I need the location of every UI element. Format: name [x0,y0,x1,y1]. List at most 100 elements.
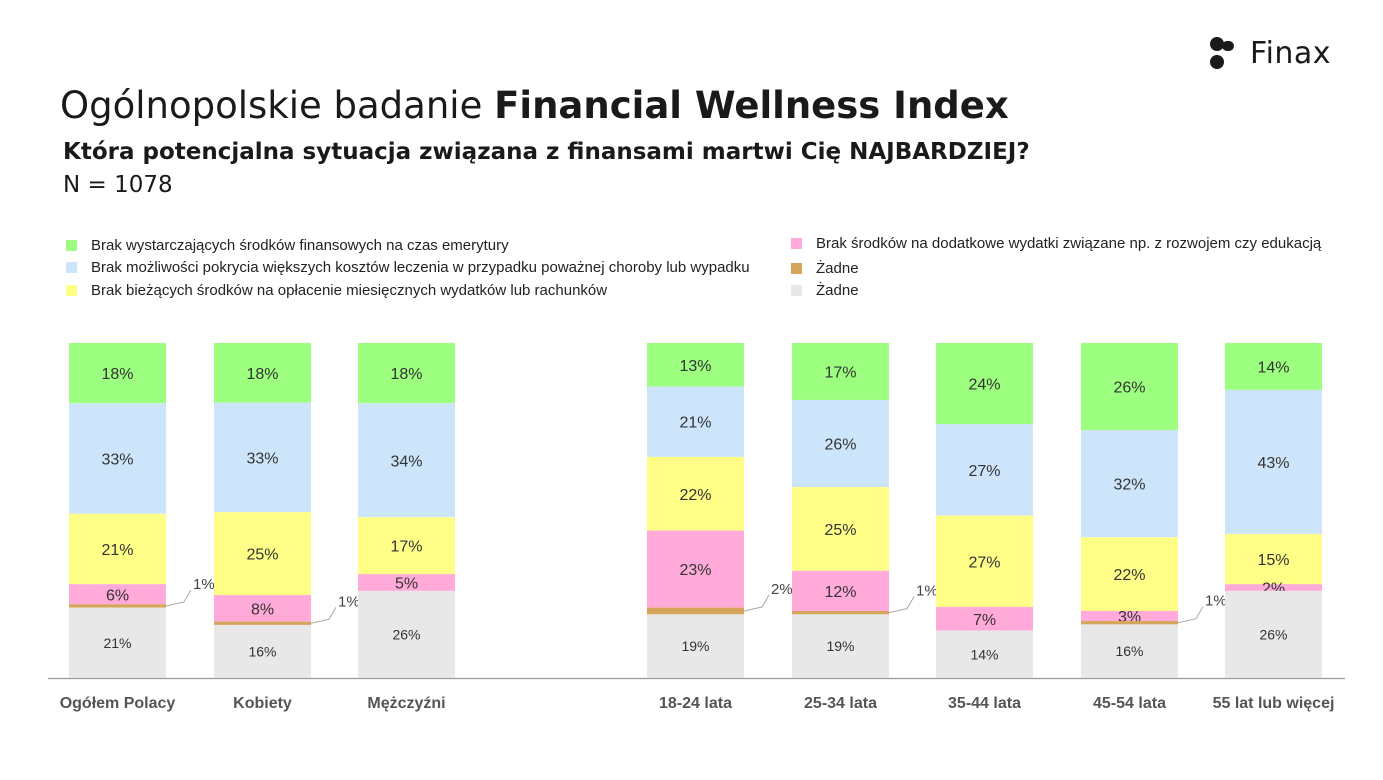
bar-segment [1225,533,1322,585]
bar-segment [1225,343,1322,390]
data-label: 25% [824,522,856,539]
data-label: 26% [1259,626,1287,642]
callout-leader-line [888,596,915,614]
bar-segment [358,590,455,678]
data-label: 16% [248,643,276,659]
data-label: 26% [1113,380,1145,397]
data-label: 5% [395,576,418,593]
bar-segment [358,517,455,575]
bar-segment [1081,430,1178,538]
bar-segment [1225,389,1322,534]
legend-item-education: Brak środków na dodatkowe wydatki związa… [791,235,1321,252]
data-label: 14% [1257,359,1289,376]
bar-segment [69,343,166,404]
data-label: 27% [968,554,1000,571]
bar-segment [214,402,311,513]
title-bold: Financial Wellness Index [494,84,1009,127]
data-label-callout: 1% [193,576,215,593]
bar-segment [1081,343,1178,431]
bar-segment [1081,537,1178,611]
bar-segment [214,621,311,625]
bar-segment [792,570,889,611]
legend-item-none-brown: Żadne [791,260,859,277]
data-label: 33% [101,452,133,469]
legend-swatch [791,263,802,274]
callout-leader-line [165,589,192,607]
data-label: 25% [246,547,278,564]
data-label: 43% [1257,455,1289,472]
legend-item-retirement: Brak wystarczających środków finansowych… [66,237,509,254]
sample-size: N = 1078 [63,172,173,198]
bar-segment [936,606,1033,631]
data-label: 26% [824,437,856,454]
title-plain: Ogólnopolskie badanie [60,84,495,127]
bar-segment [1081,624,1178,678]
bar-segment [792,487,889,571]
legend-label: Żadne [816,282,859,299]
data-label: 18% [101,366,133,383]
category-label: 45-54 lata [1093,695,1166,712]
data-label: 8% [251,601,274,618]
bar-segment [647,343,744,387]
data-label-callout: 1% [1205,593,1227,610]
category-label: Kobiety [233,695,292,712]
legend-swatch [791,238,802,249]
bar-segment [69,604,166,608]
finax-logo: Finax [1208,34,1331,72]
data-label: 19% [826,638,854,654]
bar-segment [792,611,889,615]
category-label: 35-44 lata [948,695,1021,712]
bar-segment [358,574,455,591]
category-label: 25-34 lata [804,695,877,712]
survey-question: Która potencjalna sytuacja związana z fi… [63,139,1030,165]
bar-segment [69,607,166,678]
legend-label: Brak możliwości pokrycia większych koszt… [91,259,750,276]
bar-segment [647,614,744,678]
bar-segment [936,515,1033,607]
data-label: 26% [392,626,420,642]
logo-text: Finax [1250,35,1332,71]
data-label: 17% [390,539,422,556]
bar-segment [358,403,455,518]
legend-swatch [66,285,77,296]
bar-segment [792,614,889,678]
data-label: 14% [970,646,998,662]
data-label: 19% [681,638,709,654]
bar-segment [214,343,311,403]
data-label-callout: 1% [916,583,938,600]
data-label: 6% [106,587,129,604]
bar-segment [1081,611,1178,622]
bar-segment [647,607,744,615]
bar-segment [214,624,311,678]
legend-label: Żadne [816,260,859,277]
data-label: 15% [1257,552,1289,569]
data-label: 12% [824,584,856,601]
legend-label: Brak środków na dodatkowe wydatki związa… [816,235,1322,252]
data-label: 22% [1113,567,1145,584]
bar-segment [792,343,889,400]
bar-segment [936,630,1033,678]
legend-label: Brak bieżących środków na opłacenie mies… [91,282,608,299]
data-label: 16% [1115,643,1143,659]
finax-logo-icon [1208,35,1238,71]
data-label: 21% [679,415,711,432]
data-label: 18% [246,366,278,383]
bar-segment [1225,590,1322,678]
data-label: 13% [679,358,711,375]
bar-segment [214,595,311,622]
data-label: 18% [390,366,422,383]
data-label: 7% [973,612,996,629]
category-label: Mężczyźni [367,695,445,712]
bar-segment [647,456,744,531]
data-label: 34% [390,453,422,470]
data-label: 21% [101,542,133,559]
data-label: 17% [824,364,856,381]
bar-segment [1225,584,1322,591]
category-label: 18-24 lata [659,695,732,712]
legend-swatch [791,285,802,296]
callout-leader-line [310,607,337,624]
data-label: 24% [968,377,1000,394]
category-label: 55 lat lub więcej [1213,695,1335,712]
category-label: Ogółem Polacy [60,695,176,712]
